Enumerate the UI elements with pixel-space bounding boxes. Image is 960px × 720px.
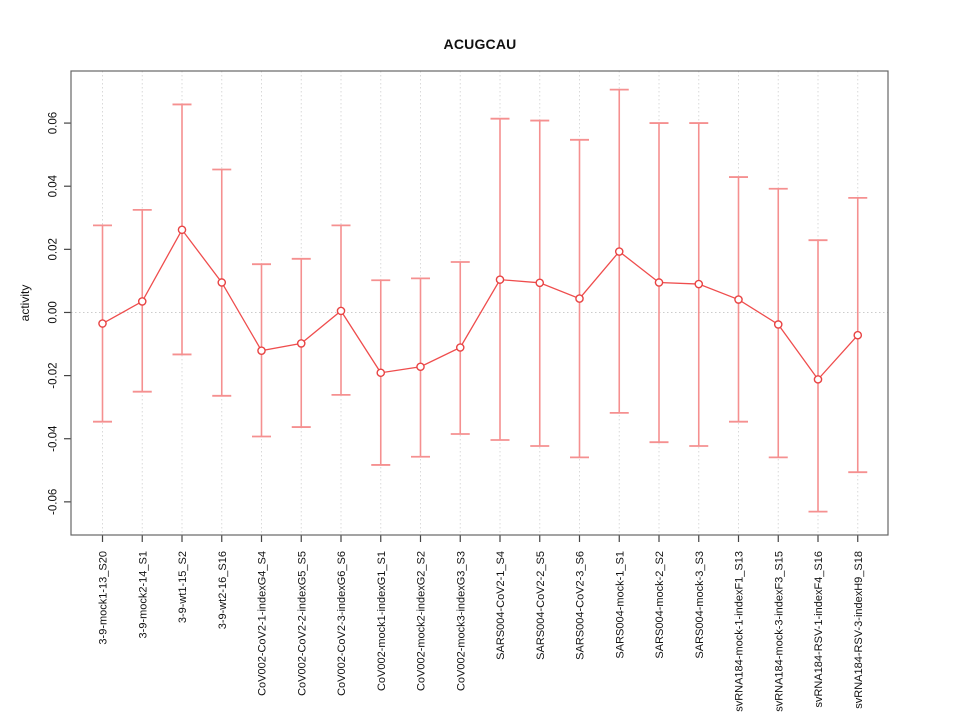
y-tick-label: -0.06 [48,489,60,515]
data-point-marker [137,297,147,306]
data-point-marker [734,295,743,304]
y-tick-label: 0.02 [48,238,60,260]
x-tick-label: 3-9-wt2-16_S16 [217,551,229,629]
y-tick-label: -0.02 [48,362,60,388]
data-point-marker [376,368,386,378]
data-point-marker [416,362,425,372]
x-tick-label: SARS004-CoV2-3_S6 [575,551,587,660]
data-point-marker [535,278,545,288]
x-tick-label: SARS004-mock-1_S1 [614,551,626,659]
data-point-marker [336,306,346,316]
data-point-marker [694,279,704,289]
x-tick-label: SARS004-CoV2-2_S5 [535,551,547,660]
x-tick-label: 3-9-wt1-15_S2 [177,551,189,623]
x-tick-label: CoV002-mock1-indexG1_S1 [376,551,388,691]
data-point-marker [853,330,863,340]
data-point-marker [773,320,783,329]
x-tick-label: 3-9-mock2-14_S1 [137,551,149,638]
data-point-marker [455,343,465,352]
x-tick-label: SARS004-CoV2-1_S4 [495,551,507,660]
y-tick-label: 0.06 [48,112,60,134]
x-tick-label: 3-9-mock1-13_S20 [98,551,110,645]
data-point-marker [98,319,107,328]
x-tick-label: CoV002-CoV2-3-indexG6_S6 [336,551,348,696]
data-point-marker [257,346,266,355]
x-tick-label: CoV002-mock3-indexG3_S3 [455,551,467,691]
data-point-marker [217,278,227,287]
y-tick-label: -0.04 [48,425,60,452]
plot-border [70,70,889,536]
x-tick-label: svRNA184-mock-1-indexF1_S13 [734,551,746,712]
x-tick-label: SARS004-mock-3_S3 [694,551,706,659]
series-line [102,228,859,381]
x-tick-label: svRNA184-RSV-3-indexH9_S18 [853,551,865,709]
chart-title: ACUGCAU [443,36,517,52]
data-point-marker [495,275,505,284]
data-point-marker [614,247,624,256]
x-tick-label: CoV002-CoV2-2-indexG5_S5 [296,551,308,696]
y-tick-label: 0.00 [48,301,60,323]
x-tick-label: svRNA184-RSV-1-indexF4_S16 [813,551,825,708]
x-tick-label: CoV002-CoV2-1-indexG4_S4 [257,551,269,696]
x-tick-label: SARS004-mock-2_S2 [654,551,666,659]
data-point-marker [296,339,306,348]
y-tick-label: 0.04 [48,174,60,197]
data-point-marker [813,375,823,384]
data-point-marker [177,225,187,235]
data-point-marker [654,278,664,287]
x-tick-label: svRNA184-mock-3-indexF3_S15 [773,551,785,712]
x-tick-label: CoV002-mock2-indexG2_S2 [416,551,428,691]
data-point-marker [575,294,584,303]
